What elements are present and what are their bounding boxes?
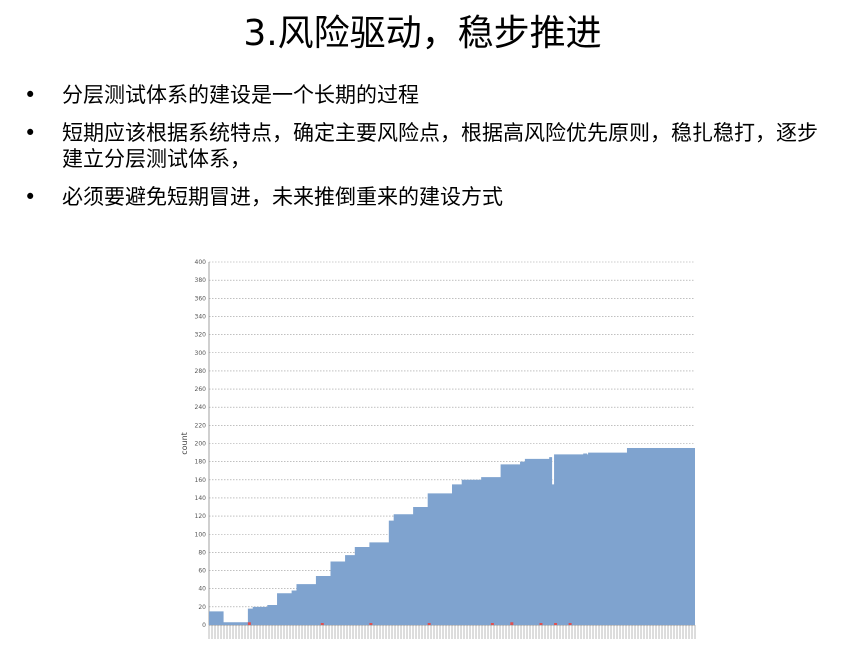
bullet-item: • 分层测试体系的建设是一个长期的过程 (22, 82, 837, 108)
bullet-item: • 必须要避免短期冒进，未来推倒重来的建设方式 (22, 184, 837, 210)
slide-title: 3.风险驱动，稳步推进 (243, 13, 602, 54)
red-marker (320, 623, 324, 625)
y-tick-label: 260 (195, 386, 207, 393)
y-tick-label: 60 (198, 568, 206, 575)
y-tick-label: 40 (198, 586, 206, 593)
bullet-text: 必须要避免短期冒进，未来推倒重来的建设方式 (62, 185, 503, 209)
y-tick-label: 0 (202, 622, 206, 629)
red-marker (490, 623, 494, 625)
y-tick-label: 280 (195, 368, 207, 375)
bullet-text: 短期应该根据系统特点，确定主要风险点，根据高风险优先原则，稳扎稳打，逐步建立分层… (62, 121, 818, 171)
red-marker (369, 623, 373, 625)
y-tick-label: 120 (195, 513, 207, 520)
bullet-text: 分层测试体系的建设是一个长期的过程 (62, 83, 419, 107)
y-tick-label: 340 (195, 313, 207, 320)
y-tick-label: 300 (195, 350, 207, 357)
red-marker (568, 623, 572, 625)
bullet-glyph: • (24, 121, 37, 145)
bullet-list: • 分层测试体系的建设是一个长期的过程 • 短期应该根据系统特点，确定主要风险点… (22, 82, 837, 222)
y-tick-label: 220 (195, 422, 207, 429)
y-tick-label: 380 (195, 277, 207, 284)
count-area (209, 271, 695, 625)
y-tick-label: 200 (195, 441, 207, 448)
y-tick-label: 360 (195, 295, 207, 302)
red-marker (247, 622, 251, 625)
count-area-chart: 0 20 40 60 80 100 120 140 160 180 200 220 240 260 280 3… (180, 259, 696, 639)
y-tick-label: 180 (195, 459, 207, 466)
bullet-glyph: • (24, 185, 37, 209)
y-tick-label: 240 (195, 404, 207, 411)
red-marker (554, 623, 558, 625)
red-marker (510, 622, 514, 625)
bullet-glyph: • (24, 83, 37, 107)
red-marker (427, 623, 431, 625)
y-tick-label: 100 (195, 531, 207, 538)
y-tick-label: 400 (195, 259, 207, 266)
y-tick-label: 320 (195, 332, 207, 339)
y-tick-label: 160 (195, 477, 207, 484)
y-tick-label: 140 (195, 495, 207, 502)
bullet-item: • 短期应该根据系统特点，确定主要风险点，根据高风险优先原则，稳扎稳打，逐步建立… (22, 120, 837, 172)
y-axis-title: count (180, 432, 189, 455)
red-marker (539, 623, 543, 625)
y-tick-label: 20 (198, 604, 206, 611)
y-tick-label: 80 (198, 549, 206, 556)
